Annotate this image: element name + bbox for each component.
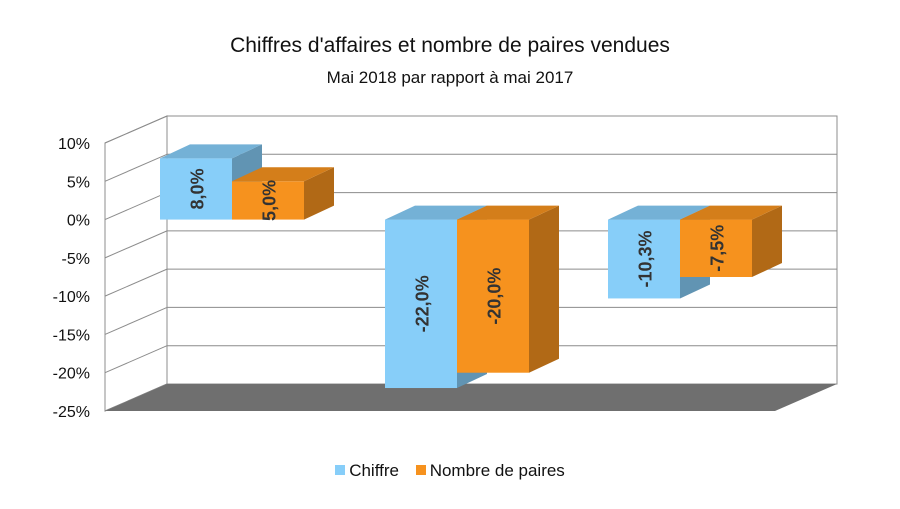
- y-tick-label: -15%: [53, 327, 90, 344]
- y-tick-label: -5%: [62, 251, 90, 268]
- bar-paires-2: -20,0%: [457, 205, 559, 373]
- bar-front-face: [232, 181, 304, 220]
- legend-swatch-chiffre: [335, 465, 346, 475]
- bar-data-label: 5,0%: [260, 180, 280, 221]
- bar-top-face: [457, 205, 559, 220]
- bar-side-face: [529, 205, 559, 373]
- legend-swatch-paires: [415, 465, 426, 475]
- bar-top-face: [160, 144, 262, 159]
- gridline-side: [104, 230, 168, 259]
- bar-side-face: [752, 205, 782, 277]
- bar-top-face: [385, 205, 487, 220]
- legend-label-paires: Nombre de paires: [429, 461, 565, 480]
- chart-subtitle: Mai 2018 par rapport à mai 2017: [326, 68, 574, 87]
- legend-entry-paires: Nombre de paires: [415, 461, 565, 481]
- bar-front-face: [457, 219, 529, 373]
- gridline-side: [104, 268, 168, 297]
- bar-top-face: [680, 205, 782, 220]
- legend-entry-chiffre: Chiffre: [335, 461, 399, 481]
- gridline-side: [104, 306, 168, 335]
- y-tick-label: -10%: [53, 289, 90, 306]
- gridline-side: [104, 115, 168, 144]
- bar-side-face: [304, 167, 334, 220]
- y-tick-label: 5%: [67, 174, 90, 191]
- bar-top-face: [608, 205, 710, 220]
- y-tick-label: -25%: [53, 404, 90, 421]
- bar-data-label: -7,5%: [708, 225, 728, 272]
- chart-floor: [105, 384, 837, 411]
- bar-front-face: [160, 158, 232, 220]
- legend-label-chiffre: Chiffre: [349, 461, 399, 480]
- bar-front-face: [608, 219, 680, 299]
- y-tick-label: -20%: [53, 366, 90, 383]
- y-tick-label: 10%: [58, 136, 90, 153]
- legend: Chiffre Nombre de paires: [0, 461, 900, 481]
- bar-top-face: [232, 167, 334, 182]
- gridline-side: [104, 153, 168, 182]
- side-wall: [104, 115, 168, 412]
- gridline-side: [104, 192, 168, 221]
- bar-paires-1: 5,0%: [232, 167, 334, 221]
- bar-data-label: -20,0%: [485, 268, 505, 325]
- chart-title: Chiffres d'affaires et nombre de paires …: [230, 34, 670, 57]
- bar-front-face: [680, 219, 752, 277]
- bar-front-face: [385, 219, 457, 389]
- bar-data-label: -10,3%: [636, 230, 656, 287]
- bar-paires-3: -7,5%: [680, 205, 782, 277]
- gridline-side: [104, 345, 168, 374]
- y-tick-label: 0%: [67, 213, 90, 230]
- bar-data-label: -22,0%: [413, 275, 433, 332]
- bar-data-label: 8,0%: [188, 168, 208, 209]
